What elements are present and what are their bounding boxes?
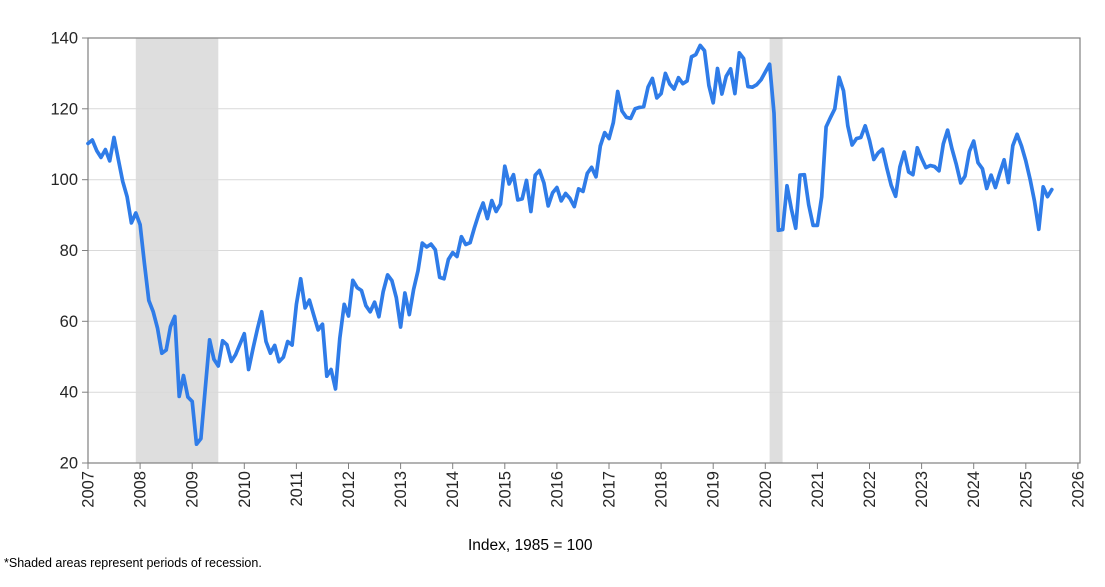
x-axis-label: 2025 xyxy=(1017,471,1035,508)
x-axis-label: 2016 xyxy=(548,471,566,508)
y-axis-label: 80 xyxy=(60,242,78,260)
x-axis-label: 2015 xyxy=(496,471,514,508)
x-axis-label: 2012 xyxy=(340,471,358,508)
x-axis-label: 2007 xyxy=(80,471,98,508)
y-axis-labels: 20 40 60 80 100 120 140 xyxy=(50,30,78,473)
x-axis-labels: 2007 2008 2009 2010 2011 2012 2013 2014 2015 2016… xyxy=(80,471,1088,508)
footnote-block: *Shaded areas represent periods of reces… xyxy=(4,526,284,587)
x-axis-label: 2026 xyxy=(1069,471,1087,508)
y-axis-label: 60 xyxy=(60,313,78,331)
axis-ticks xyxy=(82,37,1079,469)
x-axis-label: 2017 xyxy=(601,471,619,508)
gridlines xyxy=(88,108,1080,393)
x-axis-label: 2009 xyxy=(184,471,202,508)
x-axis-label: 2024 xyxy=(965,471,983,508)
x-axis-label: 2018 xyxy=(653,471,671,508)
x-axis-label: 2021 xyxy=(809,471,827,508)
x-axis-label: 2014 xyxy=(444,471,462,508)
y-axis-label: 120 xyxy=(50,100,78,118)
y-axis-label: 140 xyxy=(50,30,78,48)
x-axis-label: 2022 xyxy=(861,471,879,508)
x-axis-label: 2023 xyxy=(913,471,931,508)
x-axis-label: 2010 xyxy=(236,471,254,508)
x-axis-label: 2011 xyxy=(288,471,306,506)
x-axis-label: 2008 xyxy=(132,471,150,508)
x-axis-label: 2013 xyxy=(392,471,410,508)
x-axis-label: 2019 xyxy=(705,471,723,508)
confidence-series-line xyxy=(86,43,1054,447)
y-axis-label: 20 xyxy=(60,455,78,473)
axis-unit-caption: Index, 1985 = 100 xyxy=(468,537,593,554)
y-axis-label: 40 xyxy=(60,384,78,402)
x-axis-label: 2020 xyxy=(757,471,775,508)
y-axis-label: 100 xyxy=(50,171,78,189)
footnote-recession-note: *Shaded areas represent periods of reces… xyxy=(4,556,262,570)
